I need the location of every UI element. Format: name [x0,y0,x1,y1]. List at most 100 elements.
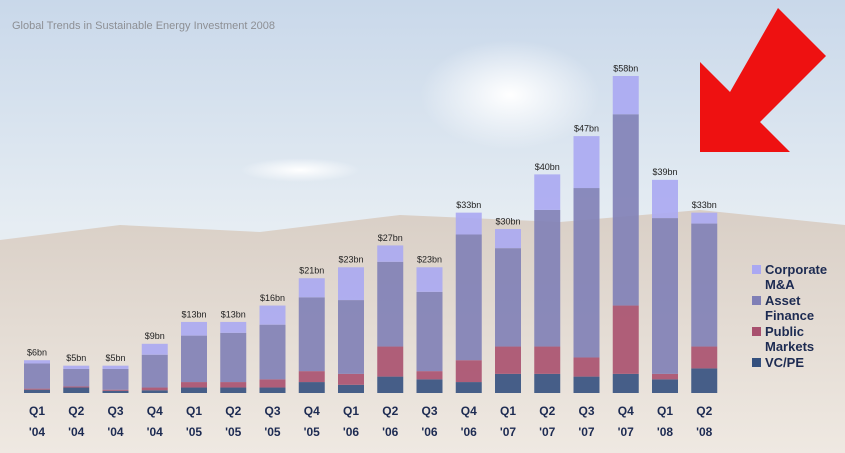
bar-segment [416,379,443,393]
bar-segment [534,209,561,347]
total-label: $6bn [27,348,47,358]
bar-segment [455,382,482,393]
x-tick-label: '05 [304,425,321,439]
arrow [700,8,826,152]
x-tick-label: '08 [696,425,713,439]
bar-segment [220,332,247,383]
x-tick-label: Q2 [696,404,712,418]
legend-label: Corporate M&A [765,262,828,292]
bar-segment [298,278,325,298]
total-label: $39bn [652,167,677,177]
legend-swatch [752,296,761,305]
bar-segment [455,234,482,361]
x-tick-label: Q3 [578,404,594,418]
x-tick-label: '05 [264,425,281,439]
bar-segment [612,76,639,115]
bar-segment [573,376,600,393]
bar-segment [141,354,168,388]
bar-segment [416,291,443,372]
x-tick-label: Q2 [68,404,84,418]
legend-swatch [752,265,761,274]
x-tick-label: Q3 [264,404,280,418]
bar-segment [652,218,678,374]
x-tick-label: '05 [225,425,242,439]
bar-segment [573,188,600,358]
bar-segment [573,357,600,377]
total-label: $33bn [692,200,717,210]
total-label: $21bn [299,266,324,276]
bar-segment [63,387,90,393]
bar-segment [495,373,521,393]
total-label: $5bn [66,353,86,363]
bar-segment [377,376,404,393]
bar-segment [141,343,168,355]
bar-segment [573,136,600,189]
bar-segment [141,390,168,393]
x-tick-label: '04 [29,425,46,439]
total-label: $27bn [378,233,403,243]
bar-segment [141,387,168,391]
total-label: $33bn [456,200,481,210]
total-label: $13bn [221,309,246,319]
x-tick-label: Q4 [304,404,320,418]
x-tick-label: '06 [461,425,478,439]
x-tick-label: Q3 [421,404,437,418]
legend: Corporate M&A Asset Finance Public Markets… [752,262,842,371]
legend-label: VC/PE [765,355,805,370]
bar-segment [102,390,129,393]
bar-segment [24,360,50,364]
bar-segment [338,373,364,385]
x-tick-label: '04 [107,425,124,439]
bar-segment [612,305,639,374]
bar-segment [298,297,325,372]
bar-segment [102,368,129,390]
bar-segment [259,305,286,325]
total-label: $23bn [338,255,363,265]
bar-segment [181,382,207,388]
x-tick-label: '08 [657,425,674,439]
legend-item: VC/PE [752,355,842,370]
x-tick-label: Q1 [186,404,202,418]
total-label: $47bn [574,123,599,133]
legend-item: Corporate M&A [752,262,842,292]
legend-swatch [752,327,761,336]
bar-segment [612,114,639,306]
bar-segment [691,368,718,393]
bar-segment [691,223,718,347]
bar-segment [102,365,129,369]
x-tick-label: '04 [147,425,164,439]
bar-segment [495,229,521,249]
bar-segment [259,324,286,380]
bar-segment [298,371,325,383]
bar-segment [63,386,90,388]
bar-segment [495,248,521,347]
x-tick-label: Q1 [29,404,45,418]
bar-segment [455,360,482,383]
total-label: $30bn [495,216,520,226]
legend-swatch [752,358,761,367]
bar-segment [24,388,50,390]
x-tick-label: '04 [68,425,85,439]
chart-title: Global Trends in Sustainable Energy Inve… [12,20,275,32]
bar-segment [377,261,404,347]
total-label: $5bn [105,353,125,363]
bar-segment [377,245,404,262]
bar-segment [534,373,561,393]
bar-segment [63,365,90,369]
bar-segment [259,379,286,388]
x-tick-label: '07 [500,425,517,439]
bar-segment [338,300,364,374]
bar-segment [181,387,207,393]
bar-segment [416,267,443,292]
bar-segment [377,346,404,377]
bar-segment [416,371,443,380]
total-label: $9bn [145,331,165,341]
x-tick-label: '06 [343,425,360,439]
bar-segment [652,379,678,393]
bar-segment [24,363,50,389]
legend-label: Public Markets [765,324,815,354]
total-label: $16bn [260,293,285,303]
bar-segment [612,373,639,393]
